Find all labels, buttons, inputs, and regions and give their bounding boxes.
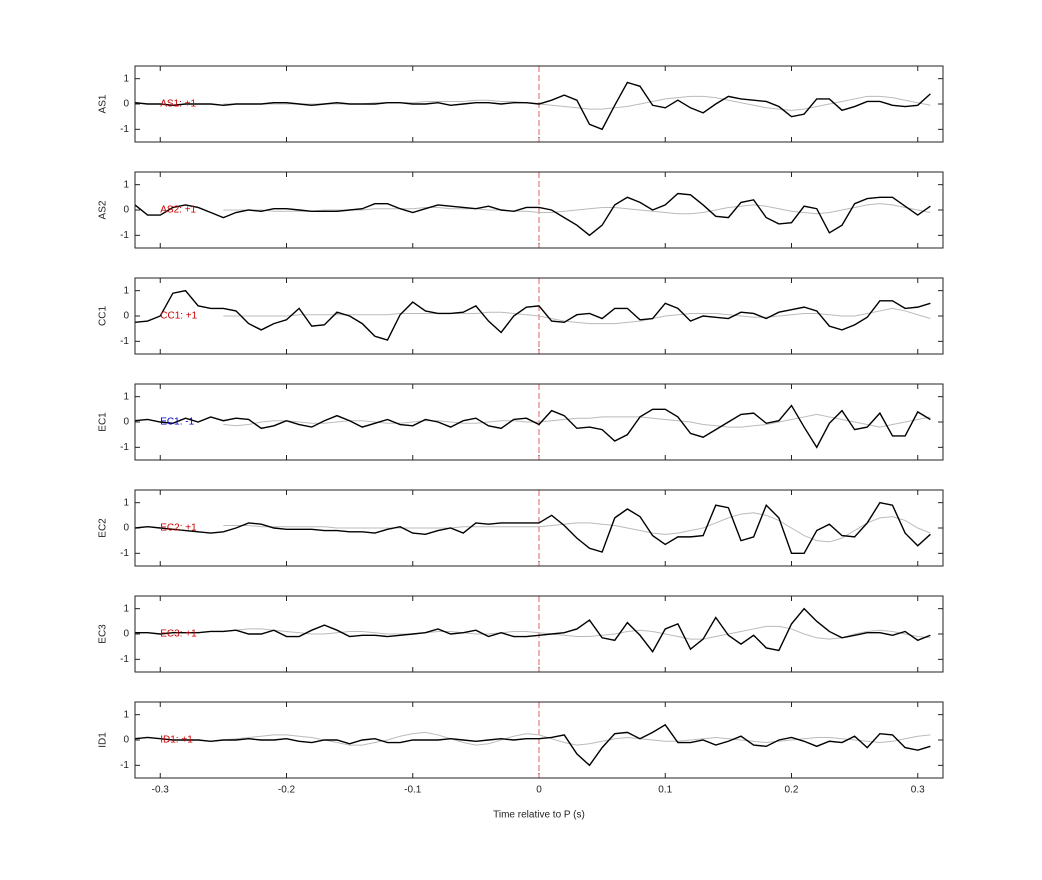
trace: [223, 95, 931, 111]
y-tick-label: -1: [120, 230, 129, 241]
trace: [223, 203, 931, 215]
y-tick-label: -1: [120, 760, 129, 771]
y-tick-label: -1: [120, 124, 129, 135]
y-tick-label: 0: [123, 735, 129, 746]
y-axis-label: AS2: [98, 200, 109, 219]
trace: [223, 307, 931, 325]
y-tick-label: 1: [123, 285, 129, 296]
y-axis-label: EC1: [98, 412, 109, 432]
y-tick-label: -1: [120, 442, 129, 453]
x-tick-label: 0.2: [785, 785, 799, 796]
trace: [223, 413, 931, 428]
y-axis-label: EC2: [98, 518, 109, 538]
y-axis-label: CC1: [98, 306, 109, 326]
axes-frame: [134, 701, 944, 779]
axes-frame: [134, 277, 944, 355]
trace-label: EC1: -1: [160, 417, 194, 428]
trace: [135, 501, 931, 555]
y-tick-label: 1: [123, 603, 129, 614]
y-tick-label: 0: [123, 523, 129, 534]
trace-label: EC2: +1: [160, 523, 197, 534]
x-tick-label: 0.3: [911, 785, 925, 796]
y-tick-label: -1: [120, 654, 129, 665]
x-axis-label: Time relative to P (s): [493, 810, 585, 821]
y-axis-label: AS1: [98, 94, 109, 113]
y-tick-label: 1: [123, 179, 129, 190]
x-tick-label: 0.1: [658, 785, 672, 796]
trace: [135, 81, 931, 131]
trace: [135, 723, 931, 767]
x-tick-label: -0.2: [278, 785, 296, 796]
x-tick-label: 0: [536, 785, 542, 796]
y-axis-label: EC3: [98, 624, 109, 644]
trace-label: AS2: +1: [160, 205, 196, 216]
trace-label: CC1: +1: [160, 311, 197, 322]
y-tick-label: 1: [123, 73, 129, 84]
trace: [135, 607, 931, 654]
trace: [135, 404, 931, 449]
y-tick-label: -1: [120, 548, 129, 559]
y-tick-label: 0: [123, 629, 129, 640]
trace-label: EC3: +1: [160, 629, 197, 640]
trace: [223, 731, 931, 746]
y-tick-label: 0: [123, 99, 129, 110]
axes-frame: [134, 65, 944, 143]
trace-label: AS1: +1: [160, 99, 196, 110]
y-tick-label: -1: [120, 336, 129, 347]
y-tick-label: 1: [123, 497, 129, 508]
axes-frame: [134, 595, 944, 673]
axes-frame: [134, 171, 944, 249]
y-tick-label: 0: [123, 205, 129, 216]
y-tick-label: 0: [123, 417, 129, 428]
y-tick-label: 1: [123, 709, 129, 720]
trace: [135, 289, 931, 341]
trace-label: ID1: +1: [160, 735, 193, 746]
y-axis-label: ID1: [98, 732, 109, 748]
axes-frame: [134, 489, 944, 567]
axes-frame: [134, 383, 944, 461]
x-tick-label: -0.3: [152, 785, 170, 796]
trace: [135, 192, 931, 237]
y-tick-label: 0: [123, 311, 129, 322]
x-tick-label: -0.1: [404, 785, 422, 796]
y-tick-label: 1: [123, 391, 129, 402]
